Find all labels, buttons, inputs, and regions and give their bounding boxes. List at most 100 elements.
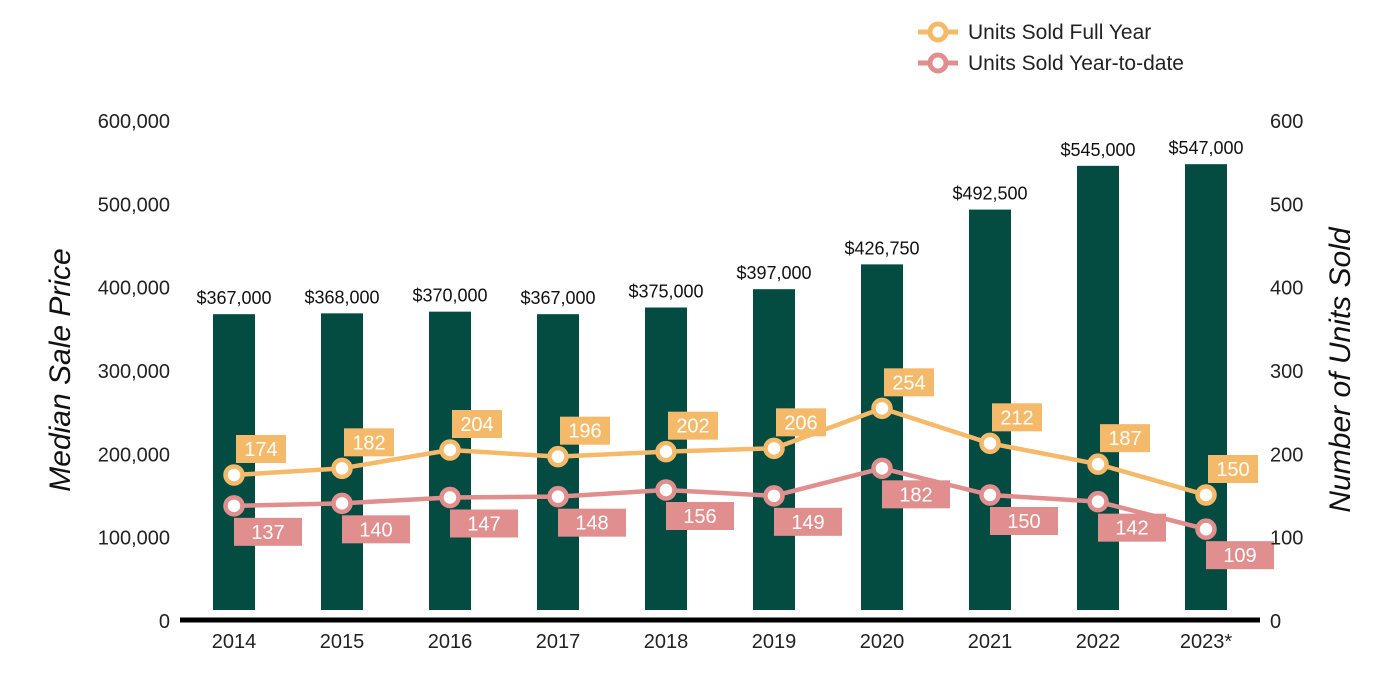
point-label-box-units-sold-year-to-date-2015 xyxy=(342,515,410,544)
point-label-units-sold-full-year-2023: 150 xyxy=(1216,459,1249,481)
x-tick-2015: 2015 xyxy=(320,631,365,653)
point-units-sold-year-to-date-2016 xyxy=(439,486,461,509)
point-label-box-units-sold-full-year-2016 xyxy=(452,410,502,438)
point-units-sold-year-to-date-2021 xyxy=(979,484,1001,506)
point-units-sold-full-year-2015 xyxy=(331,457,353,480)
bar-label-2016: $370,000 xyxy=(412,286,487,306)
bar-label-2019: $397,000 xyxy=(736,263,811,283)
point-label-units-sold-year-to-date-2023: 109 xyxy=(1223,545,1256,567)
bar-label-2020: $426,750 xyxy=(844,238,919,258)
point-units-sold-full-year-2019 xyxy=(763,437,785,460)
point-label-units-sold-full-year-2020: 254 xyxy=(892,372,925,394)
point-label-box-units-sold-year-to-date-2022 xyxy=(1098,513,1166,542)
left-tick-600-000: 600,000 xyxy=(98,111,170,133)
point-units-sold-year-to-date-2015 xyxy=(331,492,353,515)
point-units-sold-full-year-2022 xyxy=(1087,453,1109,475)
point-label-units-sold-full-year-2018: 202 xyxy=(676,416,709,438)
bar-label-2014: $367,000 xyxy=(196,288,271,308)
point-units-sold-year-to-date-2020 xyxy=(871,457,893,480)
point-units-sold-full-year-2023 xyxy=(1195,484,1217,506)
bar-2016 xyxy=(429,311,471,610)
point-label-box-units-sold-year-to-date-2016 xyxy=(450,509,518,538)
point-label-units-sold-year-to-date-2018: 156 xyxy=(683,506,716,528)
right-tick-300: 300 xyxy=(1270,361,1303,383)
point-label-box-units-sold-full-year-2018 xyxy=(668,411,718,440)
legend-label-full-year: Units Sold Full Year xyxy=(968,21,1151,44)
left-axis-title: Median Sale Price xyxy=(44,248,77,491)
left-tick-400-000: 400,000 xyxy=(98,278,170,300)
point-units-sold-full-year-2017 xyxy=(547,445,569,468)
point-units-sold-year-to-date-2019 xyxy=(763,485,785,507)
x-tick-2014: 2014 xyxy=(212,631,257,653)
point-units-sold-year-to-date-2014 xyxy=(223,495,245,517)
point-label-box-units-sold-year-to-date-2020 xyxy=(882,480,950,509)
point-units-sold-year-to-date-2022 xyxy=(1087,490,1109,513)
point-label-units-sold-year-to-date-2021: 150 xyxy=(1007,511,1040,533)
point-label-box-units-sold-year-to-date-2021 xyxy=(990,507,1058,535)
bar-label-2018: $375,000 xyxy=(628,282,703,302)
left-axis: 0 100,000 200,000 300,000 400,000 500,000 600,… xyxy=(98,111,170,633)
legend-item-ytd: Units Sold Year-to-date xyxy=(918,52,1184,75)
point-label-units-sold-year-to-date-2017: 148 xyxy=(575,513,608,535)
point-label-box-units-sold-year-to-date-2017 xyxy=(558,508,626,537)
point-units-sold-year-to-date-2017 xyxy=(547,485,569,508)
line-units-sold-full-year xyxy=(233,406,1207,498)
point-units-sold-year-to-date-2018 xyxy=(655,479,677,501)
point-label-units-sold-year-to-date-2016: 147 xyxy=(467,514,500,536)
point-label-box-units-sold-full-year-2021 xyxy=(992,403,1042,432)
point-label-box-units-sold-year-to-date-2014 xyxy=(234,517,302,546)
point-label-box-units-sold-full-year-2017 xyxy=(560,416,610,445)
right-tick-200: 200 xyxy=(1270,444,1303,466)
point-label-units-sold-full-year-2014: 174 xyxy=(244,439,277,461)
legend-label-ytd: Units Sold Year-to-date xyxy=(968,52,1184,75)
point-label-units-sold-full-year-2019: 206 xyxy=(784,412,817,434)
point-units-sold-full-year-2016 xyxy=(439,439,461,461)
point-label-box-units-sold-year-to-date-2019 xyxy=(774,507,842,536)
point-label-units-sold-year-to-date-2020: 182 xyxy=(899,484,932,506)
bar-label-2017: $367,000 xyxy=(520,288,595,308)
right-tick-400: 400 xyxy=(1270,278,1303,300)
point-label-units-sold-full-year-2021: 212 xyxy=(1000,407,1033,429)
x-tick-2023: 2023* xyxy=(1180,631,1232,653)
point-label-units-sold-year-to-date-2015: 140 xyxy=(359,519,392,541)
right-tick-500: 500 xyxy=(1270,194,1303,216)
point-units-sold-full-year-2018 xyxy=(655,440,677,463)
point-label-units-sold-full-year-2022: 187 xyxy=(1108,428,1141,450)
point-label-units-sold-year-to-date-2019: 149 xyxy=(791,512,824,534)
x-tick-2017: 2017 xyxy=(536,631,581,653)
lines-group: 174 182 204 196 202 206 254 212 187 150 137 140 147 1… xyxy=(223,368,1274,570)
point-label-units-sold-full-year-2017: 196 xyxy=(568,421,601,443)
point-label-box-units-sold-year-to-date-2023 xyxy=(1206,541,1274,570)
x-tick-2018: 2018 xyxy=(644,631,689,653)
left-tick-300-000: 300,000 xyxy=(98,361,170,383)
x-axis-ticks: 2014 2015 2016 2017 2018 2019 2020 2021 2022 2023… xyxy=(212,631,1233,653)
right-tick-0: 0 xyxy=(1270,611,1281,633)
x-tick-2021: 2021 xyxy=(968,631,1013,653)
x-tick-2020: 2020 xyxy=(860,631,905,653)
legend-marker-ytd xyxy=(927,52,949,74)
x-tick-2022: 2022 xyxy=(1076,631,1121,653)
point-label-box-units-sold-full-year-2019 xyxy=(776,408,826,437)
bar-label-2022: $545,000 xyxy=(1060,140,1135,160)
legend: Units Sold Full Year Units Sold Year-to-… xyxy=(918,21,1184,75)
point-label-box-units-sold-full-year-2014 xyxy=(236,435,286,463)
right-tick-100: 100 xyxy=(1270,528,1303,550)
point-label-box-units-sold-full-year-2015 xyxy=(344,428,394,457)
point-units-sold-year-to-date-2023 xyxy=(1195,518,1217,540)
point-label-units-sold-full-year-2015: 182 xyxy=(352,432,385,454)
point-label-units-sold-year-to-date-2014: 137 xyxy=(251,522,284,544)
x-tick-2019: 2019 xyxy=(752,631,797,653)
bar-label-2015: $368,000 xyxy=(304,287,379,307)
bar-2020 xyxy=(861,264,903,610)
point-label-box-units-sold-full-year-2022 xyxy=(1100,424,1150,453)
bar-labels-group: $367,000 $368,000 $370,000 $367,000 $375,000… xyxy=(196,138,1243,308)
right-axis-title: Number of Units Sold xyxy=(1324,226,1357,512)
left-tick-200-000: 200,000 xyxy=(98,444,170,466)
point-units-sold-full-year-2014 xyxy=(223,464,245,486)
point-label-box-units-sold-full-year-2020 xyxy=(884,368,934,397)
left-tick-500-000: 500,000 xyxy=(98,194,170,216)
point-label-box-units-sold-year-to-date-2018 xyxy=(666,502,734,530)
point-units-sold-full-year-2021 xyxy=(979,432,1001,455)
point-units-sold-full-year-2020 xyxy=(871,397,893,420)
